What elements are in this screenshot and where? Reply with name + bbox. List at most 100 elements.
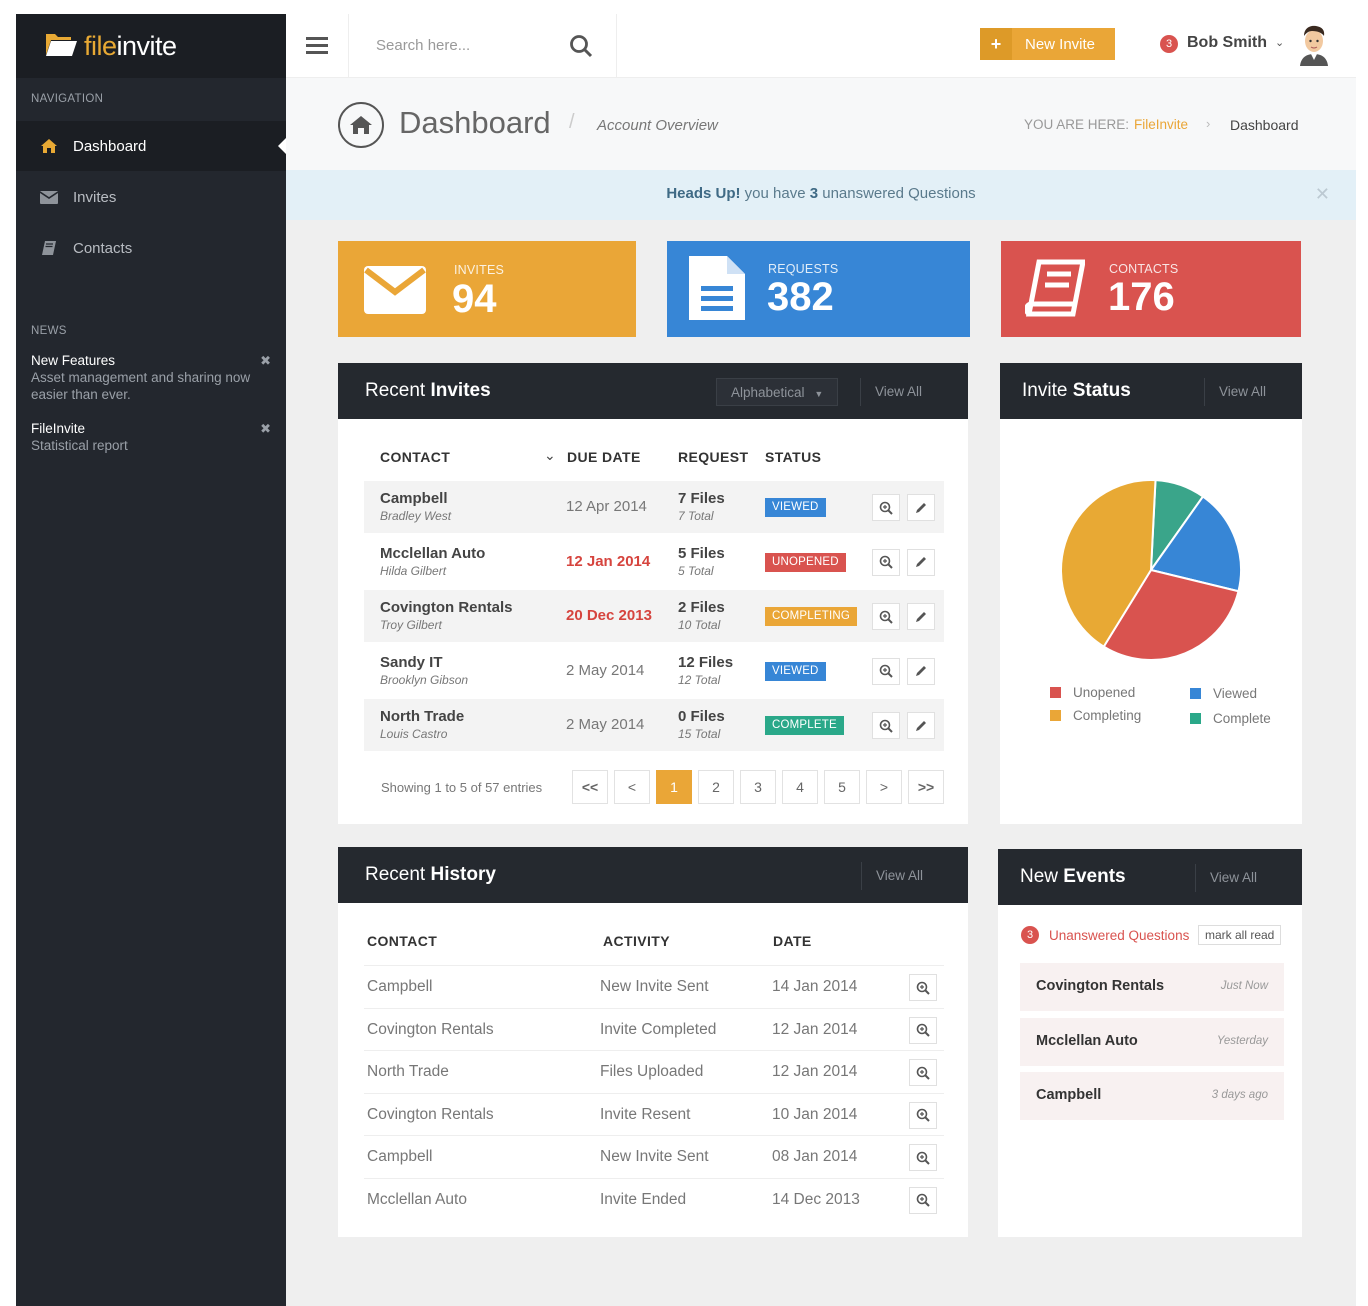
- zoom-in-icon[interactable]: [909, 1186, 937, 1214]
- history-contact: Mcclellan Auto: [367, 1190, 467, 1208]
- table-row[interactable]: Covington Rentals Invite Completed 12 Jan …: [364, 1007, 944, 1050]
- close-icon[interactable]: ✕: [1314, 184, 1330, 204]
- plus-icon: +: [980, 28, 1012, 60]
- table-row[interactable]: Mcclellan Auto Hilda Gilbert 12 Jan 2014 5 …: [364, 536, 944, 588]
- column-header-status[interactable]: STATUS: [765, 449, 822, 465]
- sidebar-item-dashboard[interactable]: Dashboard: [16, 121, 286, 171]
- view-all-button[interactable]: View All: [861, 862, 937, 890]
- logo-text: fileinvite: [84, 30, 177, 61]
- search-icon[interactable]: [569, 34, 593, 63]
- request-total: 12 Total: [678, 672, 721, 687]
- page-button-4[interactable]: 4: [782, 770, 818, 804]
- legend-item-unopened: Unopened: [1050, 685, 1135, 700]
- page-button-1[interactable]: 1: [656, 770, 692, 804]
- table-row[interactable]: Campbell New Invite Sent 14 Jan 2014: [364, 965, 944, 1007]
- panel-header: Recent Invites Alphabetical ▼ View All: [338, 363, 968, 419]
- pencil-icon[interactable]: [907, 657, 935, 685]
- event-time: Yesterday: [1216, 1035, 1268, 1047]
- request-files: 2 Files: [678, 599, 725, 616]
- status-badge: UNOPENED: [765, 552, 846, 572]
- news-item[interactable]: New Features Asset management and sharin…: [31, 352, 271, 403]
- legend-label: Complete: [1213, 711, 1271, 726]
- chevron-down-icon[interactable]: ⌄: [1275, 37, 1285, 49]
- column-header-due-date[interactable]: DUE DATE: [567, 449, 641, 465]
- table-row[interactable]: Campbell New Invite Sent 08 Jan 2014: [364, 1135, 944, 1177]
- legend-swatch: [1050, 710, 1061, 721]
- sidebar-item-contacts[interactable]: Contacts: [16, 223, 286, 273]
- pencil-icon[interactable]: [907, 712, 935, 739]
- zoom-in-icon[interactable]: [872, 657, 900, 685]
- logo[interactable]: fileinvite: [16, 14, 286, 78]
- zoom-in-icon[interactable]: [909, 974, 937, 1001]
- due-date: 12 Apr 2014: [566, 498, 647, 515]
- user-name[interactable]: Bob Smith: [1187, 34, 1267, 51]
- zoom-in-icon[interactable]: [872, 603, 900, 630]
- notification-badge[interactable]: 3: [1160, 35, 1178, 53]
- new-invite-button[interactable]: + New Invite: [980, 28, 1115, 60]
- stat-value: 176: [1108, 275, 1175, 319]
- sidebar-item-invites[interactable]: Invites: [16, 172, 286, 222]
- view-all-button[interactable]: View All: [1204, 378, 1280, 406]
- pencil-icon[interactable]: [907, 603, 935, 630]
- search-input[interactable]: Search here...: [376, 37, 471, 54]
- mark-all-read-button[interactable]: mark all read: [1198, 925, 1282, 945]
- status-badge: COMPLETING: [765, 607, 858, 626]
- page-button-2[interactable]: 2: [698, 770, 734, 804]
- home-icon[interactable]: [338, 102, 384, 148]
- table-row[interactable]: Campbell Bradley West 12 Apr 2014 7 Files 7 …: [364, 481, 944, 533]
- panel-title: New Events: [1020, 866, 1126, 887]
- zoom-in-icon[interactable]: [909, 1016, 937, 1044]
- due-date: 12 Jan 2014: [566, 552, 651, 570]
- sort-dropdown[interactable]: Alphabetical ▼: [716, 378, 839, 406]
- zoom-in-icon[interactable]: [872, 548, 900, 576]
- page-button-5[interactable]: 5: [824, 770, 860, 804]
- event-item[interactable]: Mcclellan Auto Yesterday: [1020, 1018, 1284, 1066]
- table-row[interactable]: North Trade Files Uploaded 12 Jan 2014: [364, 1050, 944, 1092]
- sidebar-item-label: Contacts: [73, 239, 133, 257]
- page-button-3[interactable]: 3: [740, 770, 776, 804]
- next-page-button[interactable]: >: [866, 770, 902, 804]
- zoom-in-icon[interactable]: [909, 1101, 937, 1129]
- column-header-contact[interactable]: CONTACT: [380, 449, 451, 465]
- table-row[interactable]: North Trade Louis Castro 2 May 2014 0 Files…: [364, 699, 944, 751]
- pencil-icon[interactable]: [907, 548, 935, 576]
- history-contact: Covington Rentals: [367, 1105, 494, 1123]
- close-icon[interactable]: ✖: [260, 421, 271, 436]
- legend-swatch: [1190, 688, 1201, 699]
- breadcrumb-link[interactable]: FileInvite: [1134, 117, 1189, 132]
- zoom-in-icon[interactable]: [909, 1144, 937, 1171]
- column-header-request[interactable]: REQUEST: [678, 449, 749, 465]
- zoom-in-icon[interactable]: [872, 494, 900, 521]
- first-page-button[interactable]: <<: [572, 770, 608, 804]
- stat-card-invites[interactable]: INVITES 94: [338, 241, 636, 337]
- pie-slice-viewed[interactable]: [1149, 495, 1242, 593]
- table-row[interactable]: Covington Rentals Invite Resent 10 Jan 201…: [364, 1092, 944, 1135]
- prev-page-button[interactable]: <: [614, 770, 650, 804]
- invite-status-pie-chart: [1060, 479, 1242, 661]
- unanswered-questions-link[interactable]: Unanswered Questions: [1049, 928, 1190, 943]
- sidebar: fileinvite NAVIGATION Dashboard Invites …: [16, 14, 286, 1306]
- stat-card-requests[interactable]: REQUESTS 382: [667, 241, 970, 337]
- close-icon[interactable]: ✖: [260, 353, 271, 368]
- news-item[interactable]: FileInvite Statistical report ✖: [31, 420, 271, 454]
- new-events-panel: New Events View All 3 Unanswered Questio…: [998, 849, 1302, 1237]
- view-all-button[interactable]: View All: [1195, 864, 1271, 892]
- table-row[interactable]: Mcclellan Auto Invite Ended 14 Dec 2013: [364, 1177, 944, 1220]
- divider: [348, 14, 349, 78]
- caret-down-icon: ▼: [814, 389, 824, 399]
- menu-icon[interactable]: [306, 36, 328, 59]
- pencil-icon[interactable]: [907, 494, 935, 521]
- sort-chevron-icon[interactable]: ⌄: [544, 447, 556, 463]
- avatar[interactable]: [1294, 22, 1334, 71]
- request-total: 7 Total: [678, 509, 714, 523]
- table-row[interactable]: Sandy IT Brooklyn Gibson 2 May 2014 12 File…: [364, 645, 944, 697]
- table-row[interactable]: Covington Rentals Troy Gilbert 20 Dec 2013…: [364, 590, 944, 642]
- stat-card-contacts[interactable]: CONTACTS 176: [1001, 241, 1301, 337]
- event-item[interactable]: Covington Rentals Just Now: [1020, 963, 1284, 1011]
- last-page-button[interactable]: >>: [908, 770, 944, 804]
- zoom-in-icon[interactable]: [872, 712, 900, 739]
- event-item[interactable]: Campbell 3 days ago: [1020, 1072, 1284, 1120]
- view-all-button[interactable]: View All: [860, 378, 936, 406]
- zoom-in-icon[interactable]: [909, 1059, 937, 1086]
- pie-slice-completing[interactable]: [1060, 479, 1157, 648]
